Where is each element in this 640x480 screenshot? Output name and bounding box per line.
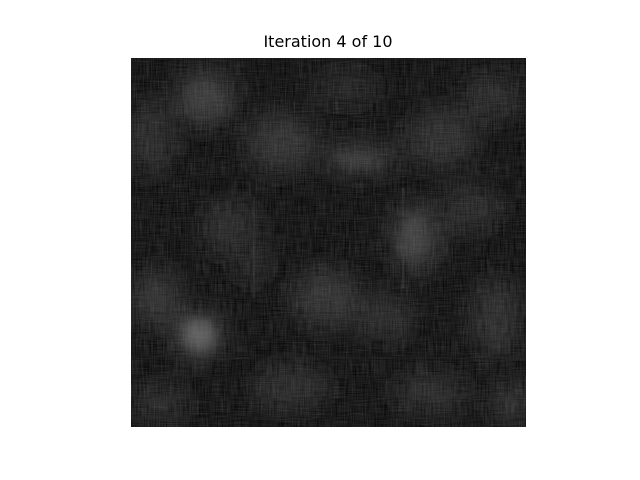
figure-title: Iteration 4 of 10 <box>263 32 393 51</box>
grayscale-image-canvas <box>131 58 526 427</box>
grayscale-image <box>131 58 526 427</box>
